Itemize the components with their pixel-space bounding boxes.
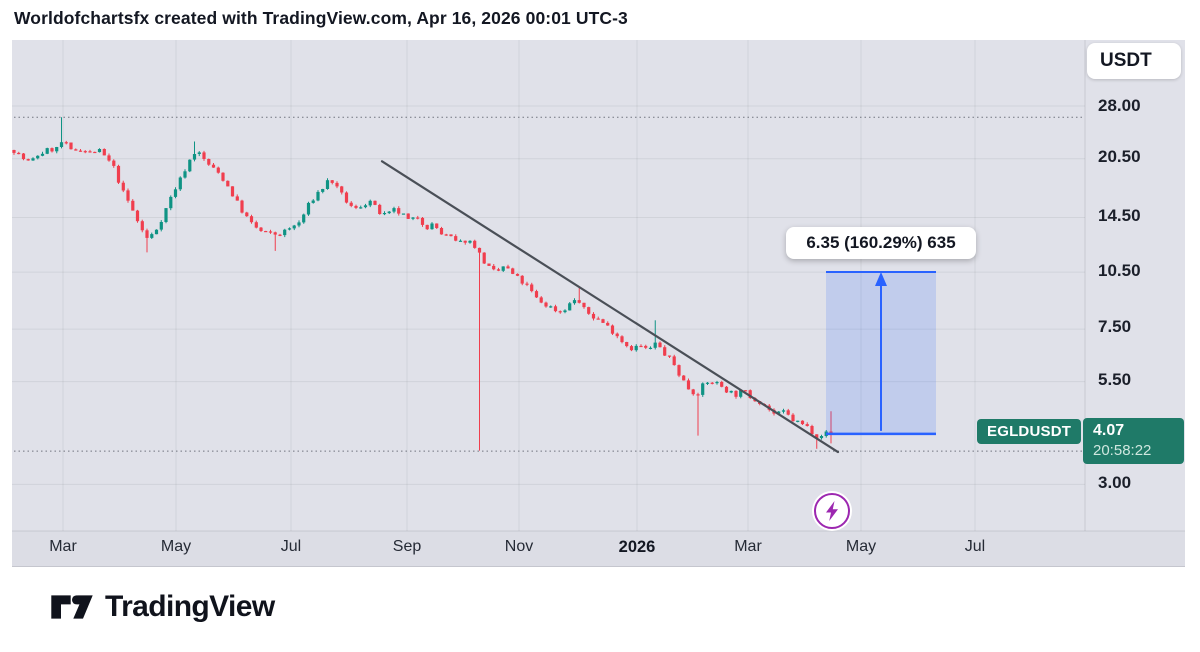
tradingview-mark-icon <box>51 595 93 619</box>
time-tick: Nov <box>504 538 534 555</box>
time-tick: Sep <box>392 538 422 555</box>
measurement-label[interactable]: 6.35 (160.29%) 635 <box>786 227 976 259</box>
price-tick: 28.00 <box>1098 96 1141 115</box>
price-tick: 14.50 <box>1098 206 1141 225</box>
bar-countdown: 20:58:22 <box>1093 442 1152 459</box>
lightning-icon <box>826 501 838 521</box>
price-tick: 5.50 <box>1098 370 1132 389</box>
attribution-text: Worldofchartsfx created with TradingView… <box>14 8 628 28</box>
chart-canvas[interactable] <box>12 40 1185 567</box>
chart-panel <box>12 40 1185 567</box>
time-tick: Mar <box>49 538 77 555</box>
symbol-label[interactable]: EGLDUSDT <box>977 419 1082 444</box>
price-tick: 7.50 <box>1098 317 1132 336</box>
currency-chip[interactable]: USDT <box>1087 43 1181 79</box>
time-tick: Jul <box>964 538 986 555</box>
flash-emoji-button[interactable] <box>814 493 850 529</box>
price-tick: 10.50 <box>1098 261 1141 280</box>
time-tick-year: 2026 <box>618 538 656 556</box>
trendline[interactable] <box>380 160 840 454</box>
time-tick: Mar <box>734 538 762 555</box>
time-tick: Jul <box>280 538 302 555</box>
last-price-value: 4.07 <box>1093 422 1125 439</box>
time-tick: May <box>845 538 877 555</box>
time-tick: May <box>160 538 192 555</box>
brand-text: TradingView <box>105 590 275 623</box>
tradingview-logo[interactable]: TradingView <box>50 590 275 624</box>
price-tick: 3.00 <box>1098 473 1132 492</box>
price-range-projection[interactable] <box>826 270 936 436</box>
last-price-badge[interactable]: 4.07 20:58:22 <box>1083 418 1184 464</box>
price-tick: 20.50 <box>1098 147 1141 166</box>
